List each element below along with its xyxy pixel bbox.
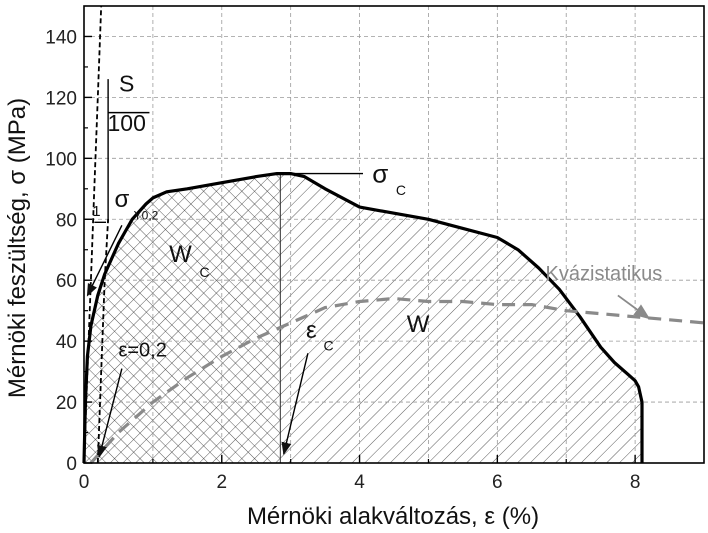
epsilon-c-subscript: C [323, 337, 333, 353]
epsilon-02-label: ε=0,2 [118, 339, 166, 361]
sigma-yield-arrow [86, 225, 123, 297]
grid-lines [84, 6, 704, 463]
y-tick-label: 80 [56, 210, 77, 231]
x-tick-label: 8 [630, 472, 641, 493]
y-tick-label: 40 [56, 332, 77, 353]
plot-border [83, 5, 705, 464]
sigma-yield-symbol: σ [114, 186, 129, 213]
y-tick-label: 60 [56, 271, 77, 292]
quasistatic-label: Kvázistatikus [546, 263, 663, 285]
y-tick-label: 120 [45, 88, 77, 109]
epsilon-02-arrow [97, 368, 123, 459]
series-line-3 [83, 5, 103, 464]
data-series [82, 5, 705, 465]
hatched-regions [84, 173, 642, 463]
wc-subscript: C [199, 264, 209, 280]
sigma-yield-subscript: Y0,2 [134, 208, 159, 222]
epsilon-c-symbol: ε [306, 317, 317, 344]
series-line-2 [89, 296, 705, 465]
x-axis-label: Mérnöki alakváltozás, ε (%) [247, 503, 539, 530]
slope-label-1: 1 [92, 203, 100, 220]
x-tick-label: 2 [216, 472, 227, 493]
y-tick-label: 0 [66, 454, 77, 475]
slope-label-s: S [119, 70, 134, 96]
y-axis-label: Mérnöki feszültség, σ (MPa) [4, 98, 31, 398]
quasistatic-arrow [617, 294, 651, 320]
sigma-c-symbol: σ [372, 159, 388, 189]
slope-label-100: 100 [108, 110, 146, 136]
x-tick-label: 4 [354, 472, 365, 493]
epsilon-c-arrow [281, 353, 309, 456]
sigma-c-subscript: C [396, 182, 406, 198]
hatched-region-1 [84, 173, 281, 463]
w-symbol: W [407, 311, 430, 338]
wc-symbol: W [169, 241, 192, 268]
series-line-4 [96, 219, 109, 464]
hatched-region-2 [280, 173, 642, 463]
y-tick-label: 140 [45, 27, 77, 48]
series-line-1 [82, 172, 644, 464]
y-tick-label: 20 [56, 393, 77, 414]
x-tick-label: 0 [79, 472, 90, 493]
plot-frame [83, 5, 705, 464]
y-tick-label: 100 [45, 149, 77, 170]
x-tick-label: 6 [492, 472, 503, 493]
